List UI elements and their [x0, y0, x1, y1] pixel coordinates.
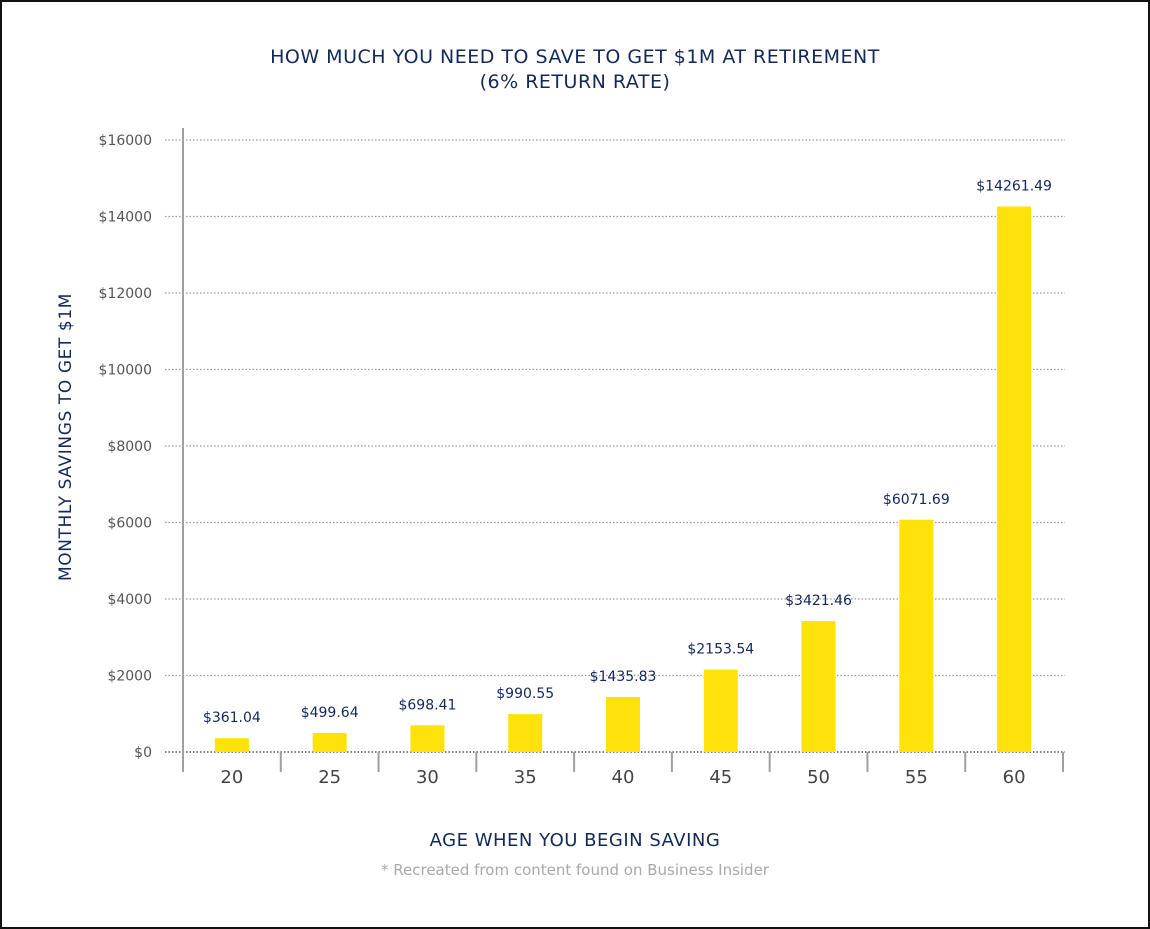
chart-subtitle: (6% RETURN RATE) [479, 71, 671, 93]
bar [214, 738, 249, 752]
data-label: $3421.46 [785, 593, 852, 609]
x-tick-label: 20 [220, 767, 243, 788]
x-axis-label: AGE WHEN YOU BEGIN SAVING [429, 830, 721, 851]
bar [508, 714, 543, 752]
bars [214, 206, 1032, 753]
data-label: $990.55 [496, 686, 554, 702]
bar [410, 725, 445, 752]
y-tick-label: $2000 [107, 669, 152, 685]
x-tick-label: 45 [709, 767, 732, 788]
y-tick-label: $14000 [99, 210, 152, 226]
chart-title: HOW MUCH YOU NEED TO SAVE TO GET $1M AT … [270, 46, 880, 68]
data-label: $698.41 [398, 697, 456, 713]
y-tick-label: $4000 [107, 592, 152, 608]
bar [703, 669, 738, 752]
y-tick-label: $12000 [99, 286, 152, 302]
data-label: $499.64 [301, 705, 359, 721]
y-tick-label: $6000 [107, 516, 152, 532]
y-axis-ticks: $0 $2000 $4000 $6000 $8000 $10000 $12000 $14000… [99, 133, 152, 761]
y-tick-label: $0 [134, 745, 152, 761]
source-note: * Recreated from content found on Busine… [381, 861, 769, 879]
bar [312, 732, 347, 752]
axes [182, 128, 1064, 772]
bar [606, 697, 640, 752]
bar [997, 206, 1032, 753]
x-tick-label: 40 [612, 767, 635, 788]
data-label: $2153.54 [687, 642, 754, 658]
bar [801, 621, 836, 752]
x-tick-label: 30 [416, 767, 439, 788]
data-labels: $361.04 $499.64 $698.41 $990.55 $1435.83 $215… [203, 178, 1052, 726]
y-tick-label: $10000 [99, 363, 152, 379]
x-tick-label: 35 [514, 767, 537, 788]
y-tick-label: $8000 [107, 439, 152, 455]
data-label: $14261.49 [976, 178, 1052, 194]
x-tick-label: 55 [905, 767, 928, 788]
data-label: $1435.83 [590, 669, 657, 685]
y-tick-label: $16000 [99, 133, 152, 149]
bar [899, 519, 934, 752]
x-tick-label: 50 [807, 767, 830, 788]
data-label: $6071.69 [883, 492, 950, 508]
x-axis-ticks: 20 25 30 35 40 45 50 55 60 [220, 767, 1025, 788]
x-tick-label: 25 [318, 767, 341, 788]
x-tick-label: 60 [1003, 767, 1026, 788]
data-label: $361.04 [203, 710, 261, 726]
